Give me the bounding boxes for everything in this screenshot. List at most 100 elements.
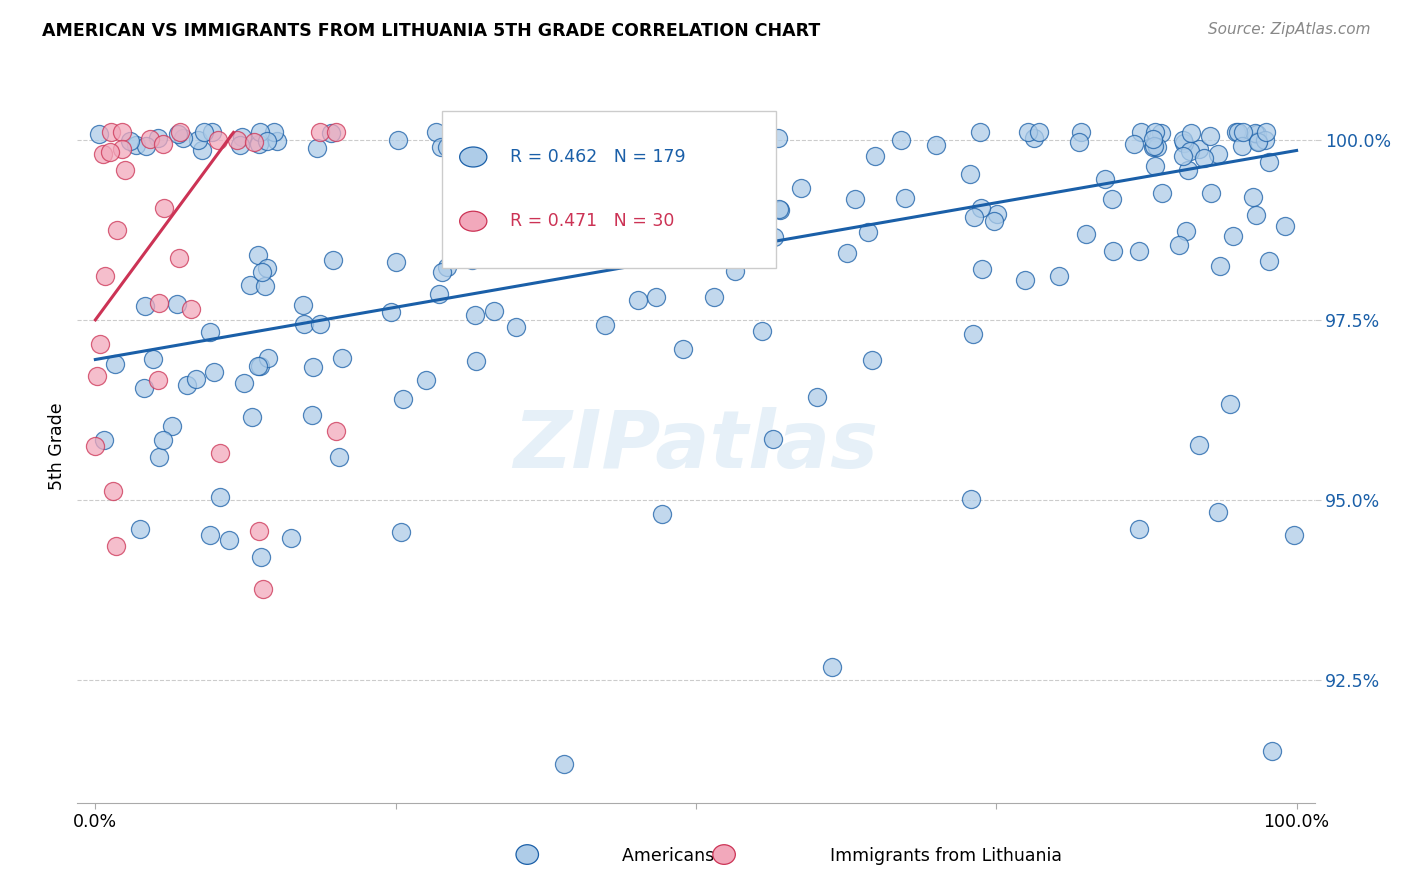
Point [292,317,315,331]
Point [1143,159,1166,173]
Point [894,192,917,206]
Point [1209,260,1232,274]
Point [1188,142,1211,156]
Point [167,251,190,265]
Point [1094,172,1116,186]
Point [328,450,350,465]
Point [461,253,484,268]
Point [762,432,785,446]
Point [111,125,134,139]
Point [1180,144,1202,158]
Point [1260,744,1282,758]
Point [148,450,170,464]
Point [512,140,534,154]
Point [1173,136,1195,151]
Point [593,318,616,333]
Point [232,376,254,390]
Point [198,325,221,339]
Point [242,135,264,149]
Point [105,223,128,237]
Point [1199,186,1222,201]
Point [280,531,302,545]
Point [962,327,984,342]
Point [257,351,280,365]
Point [247,524,270,539]
Point [308,125,330,139]
Point [201,125,224,139]
Point [634,138,657,153]
Point [305,141,328,155]
Point [198,527,221,541]
Point [218,533,240,548]
Point [925,137,948,152]
Point [553,757,575,772]
Point [763,230,786,244]
Point [84,439,107,453]
Point [672,343,695,357]
Point [630,244,652,259]
Point [325,424,347,438]
Point [247,248,270,262]
Point [1194,151,1216,165]
Point [482,303,505,318]
Point [134,381,156,395]
Point [1226,125,1249,139]
Point [1070,125,1092,139]
Point [1144,125,1167,139]
Point [207,133,229,147]
Point [703,290,725,304]
Point [94,268,117,283]
Point [648,193,671,207]
Point [104,357,127,371]
Point [751,324,773,338]
Point [89,336,111,351]
Point [1257,154,1279,169]
Point [710,137,733,152]
Point [628,142,651,156]
Point [1101,192,1123,206]
Point [256,134,278,148]
Point [167,127,190,141]
Point [385,254,408,268]
Point [425,125,447,139]
Point [93,434,115,448]
Point [692,185,714,199]
Point [125,138,148,153]
Point [250,265,273,279]
Point [1218,397,1240,411]
Point [266,134,288,148]
Point [134,299,156,313]
Point [1047,269,1070,284]
Point [1253,133,1275,147]
Point [1150,126,1173,140]
Point [1130,125,1153,139]
Point [505,320,527,334]
Point [436,260,458,275]
Point [835,246,858,260]
Text: R = 0.471   N = 30: R = 0.471 N = 30 [510,212,675,230]
Point [191,143,214,157]
Point [1246,127,1268,141]
Ellipse shape [460,147,486,167]
Point [645,290,668,304]
Point [231,129,253,144]
Point [1199,128,1222,143]
Point [972,262,994,277]
Point [533,134,555,148]
Point [292,298,315,312]
Point [1076,227,1098,241]
Point [960,492,983,507]
Point [172,131,194,145]
Point [588,144,610,158]
Point [256,260,278,275]
Point [1171,148,1194,162]
Point [249,359,271,374]
Point [863,149,886,163]
Point [142,351,165,366]
Point [651,508,673,522]
Point [301,359,323,374]
Point [301,408,323,422]
Point [380,305,402,319]
Point [790,180,813,194]
Point [330,351,353,365]
